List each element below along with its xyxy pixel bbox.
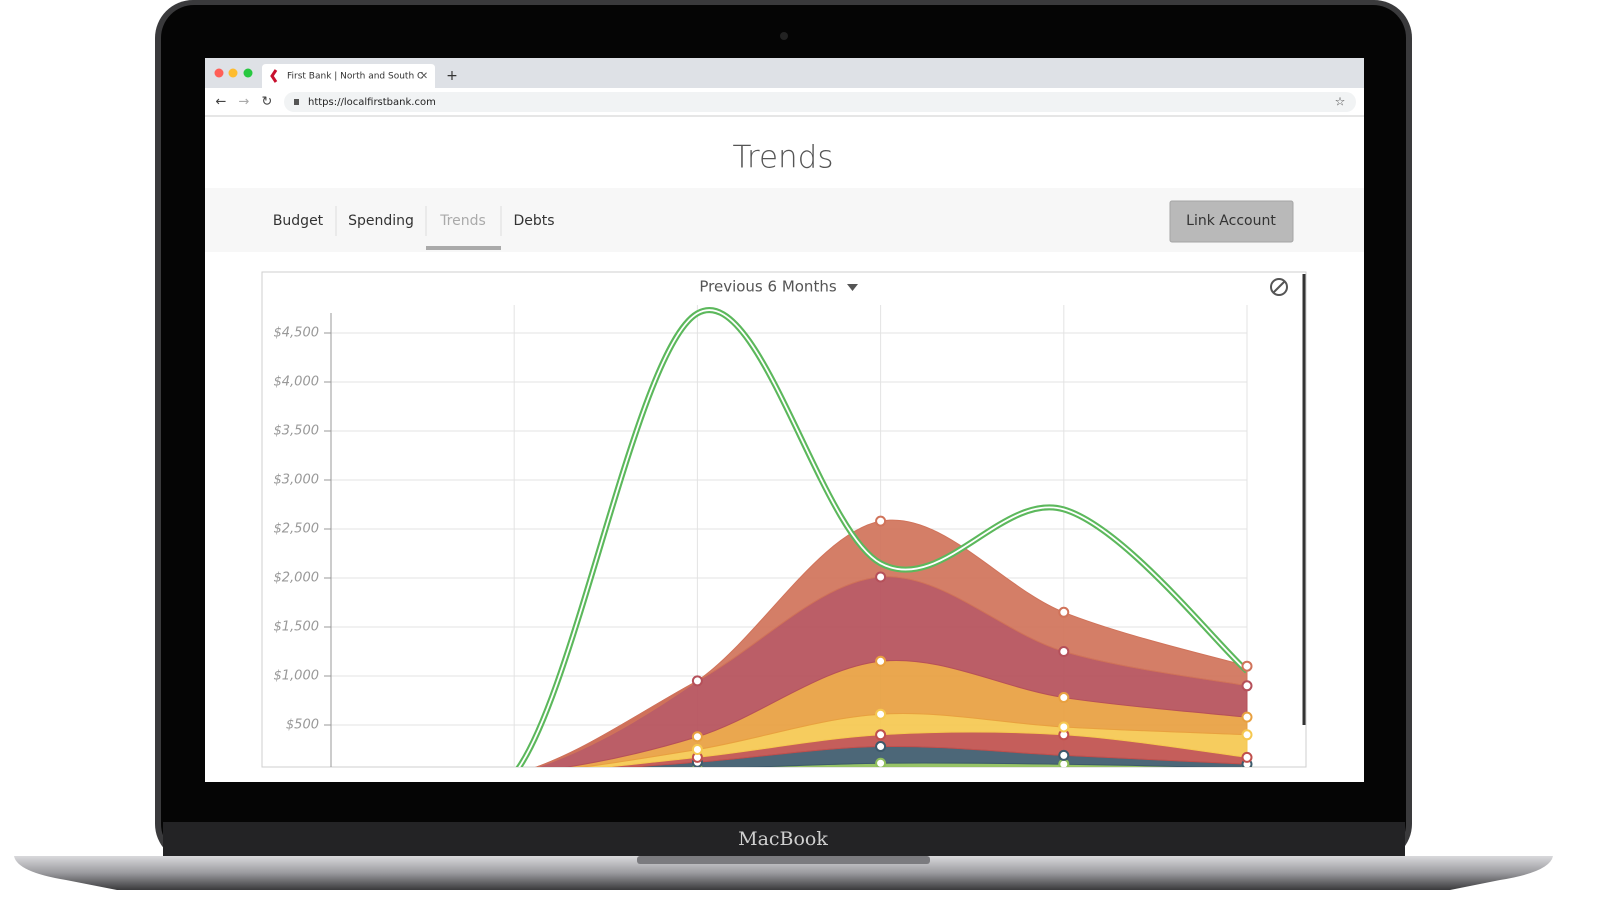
- browser-tab[interactable]: [262, 64, 435, 88]
- point-marker: [1058, 721, 1070, 733]
- nav-tab[interactable]: Budget: [273, 213, 324, 229]
- point-marker: [1058, 646, 1070, 657]
- point-marker: [1058, 749, 1070, 761]
- laptop-base: [14, 856, 1553, 890]
- point-marker: [1241, 680, 1253, 692]
- dropdown-caret[interactable]: [847, 284, 858, 291]
- y-tick-label: $3,000: [274, 473, 320, 488]
- period-dropdown[interactable]: Previous 6 Months: [699, 278, 836, 296]
- point-marker: [691, 675, 703, 687]
- point-marker: [875, 757, 887, 767]
- point-marker: [1241, 660, 1253, 672]
- lock-icon: [294, 99, 299, 105]
- nav-tab[interactable]: Trends: [439, 213, 486, 229]
- point-marker: [691, 731, 703, 743]
- tab-title: First Bank | North and South C: [287, 72, 423, 82]
- y-tick-label: $4,500: [274, 326, 320, 341]
- point-marker: [875, 515, 887, 527]
- point-marker: [875, 571, 887, 583]
- tab-close[interactable]: ✕: [420, 71, 428, 82]
- point-marker: [1058, 692, 1070, 704]
- point-marker: [1241, 751, 1253, 763]
- y-tick-label: $500: [286, 718, 319, 733]
- point-marker: [1241, 729, 1253, 741]
- point-marker: [875, 708, 887, 720]
- point-marker: [875, 741, 887, 753]
- reset-circle: [1270, 278, 1288, 296]
- url: https://localfirstbank.com: [308, 97, 436, 108]
- new-tab[interactable]: +: [446, 68, 458, 84]
- point-marker: [875, 729, 887, 741]
- nav-tab[interactable]: Spending: [348, 213, 414, 229]
- y-tick-label: $1,000: [274, 669, 320, 684]
- zoom-button[interactable]: [243, 68, 253, 78]
- reset-slash: [1272, 280, 1286, 294]
- active-tab-underline: [426, 246, 501, 250]
- point-marker: [691, 744, 703, 755]
- y-tick-label: $3,500: [274, 424, 320, 439]
- point-marker: [1058, 606, 1070, 618]
- point-marker: [1241, 711, 1253, 723]
- button-label: Link Account: [1186, 213, 1276, 229]
- bookmark-star[interactable]: ☆: [1335, 95, 1346, 109]
- point-marker: [875, 655, 887, 667]
- reset-icon[interactable]: [1270, 278, 1288, 296]
- minimize-button[interactable]: [228, 68, 238, 78]
- notch: [637, 856, 930, 864]
- nav-tab[interactable]: Debts: [513, 213, 554, 229]
- nav-tabs: Budget Spending Trends Debts: [273, 206, 555, 250]
- back-button[interactable]: ←: [216, 95, 227, 110]
- page-title: Trends: [733, 140, 834, 176]
- y-tick-label: $2,500: [274, 522, 320, 537]
- forward-button[interactable]: →: [239, 95, 250, 110]
- plot: [331, 305, 1253, 767]
- device-label: MacBook: [738, 828, 828, 850]
- stacked-area: [744, 762, 1221, 767]
- camera: [780, 32, 788, 40]
- close-button[interactable]: [214, 68, 224, 78]
- address-bar[interactable]: [284, 92, 1356, 112]
- y-tick-label: $2,000: [274, 571, 320, 586]
- chin: [163, 822, 1405, 857]
- line-highlight: [517, 309, 1248, 767]
- link-account-button[interactable]: [1169, 200, 1294, 243]
- reload-button[interactable]: ↻: [262, 95, 273, 110]
- y-tick-label: $4,000: [274, 375, 320, 390]
- favicon: [270, 69, 278, 83]
- y-tick-label: $1,500: [274, 620, 320, 635]
